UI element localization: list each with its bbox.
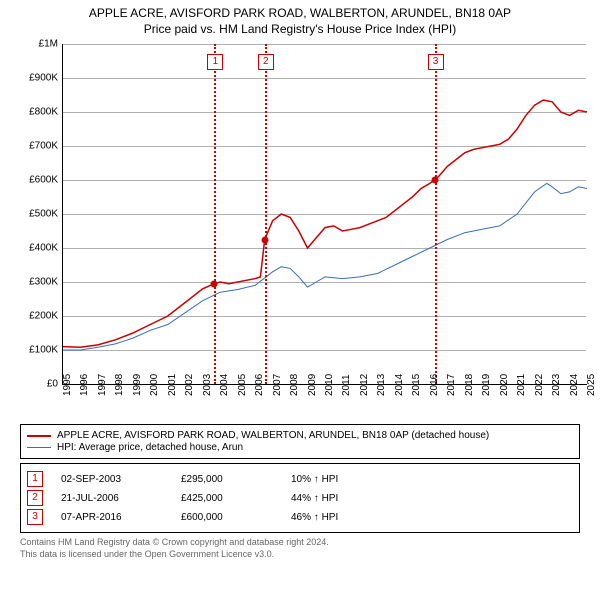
x-tick-label: 2024 xyxy=(569,374,580,396)
marker-vline xyxy=(214,44,216,384)
series-property xyxy=(63,100,587,347)
legend-row: HPI: Average price, detached house, Arun xyxy=(27,442,573,453)
footer-line-1: Contains HM Land Registry data © Crown c… xyxy=(20,537,580,549)
y-tick-label: £600K xyxy=(29,175,58,186)
sale-delta: 10% ↑ HPI xyxy=(291,474,338,485)
legend-text: APPLE ACRE, AVISFORD PARK ROAD, WALBERTO… xyxy=(57,430,489,441)
x-tick-label: 2012 xyxy=(359,374,370,396)
sale-index-box: 1 xyxy=(27,471,43,487)
x-tick-label: 2003 xyxy=(202,374,213,396)
y-tick-label: £200K xyxy=(29,311,58,322)
sale-index-box: 2 xyxy=(27,490,43,506)
x-tick-label: 2017 xyxy=(446,374,457,396)
footer-line-2: This data is licensed under the Open Gov… xyxy=(20,549,580,561)
y-tick-label: £100K xyxy=(29,345,58,356)
marker-label-box: 3 xyxy=(428,54,444,70)
marker-point xyxy=(431,177,438,184)
x-tick-label: 2019 xyxy=(481,374,492,396)
chart-container: APPLE ACRE, AVISFORD PARK ROAD, WALBERTO… xyxy=(0,0,600,590)
x-tick-label: 2022 xyxy=(534,374,545,396)
sale-delta: 46% ↑ HPI xyxy=(291,512,338,523)
marker-vline xyxy=(265,44,267,384)
marker-point xyxy=(261,236,268,243)
y-tick-label: £400K xyxy=(29,243,58,254)
x-tick-label: 2020 xyxy=(499,374,510,396)
x-tick-label: 2023 xyxy=(551,374,562,396)
marker-label-box: 2 xyxy=(258,54,274,70)
marker-vline xyxy=(435,44,437,384)
legend-row: APPLE ACRE, AVISFORD PARK ROAD, WALBERTO… xyxy=(27,430,573,441)
x-tick-label: 1996 xyxy=(79,374,90,396)
sale-price: £600,000 xyxy=(181,512,291,523)
title-block: APPLE ACRE, AVISFORD PARK ROAD, WALBERTO… xyxy=(0,0,600,38)
x-tick-label: 2015 xyxy=(411,374,422,396)
chart-title: APPLE ACRE, AVISFORD PARK ROAD, WALBERTO… xyxy=(10,6,590,20)
x-tick-label: 1997 xyxy=(97,374,108,396)
x-tick-label: 1999 xyxy=(132,374,143,396)
x-tick-label: 2004 xyxy=(219,374,230,396)
x-tick-label: 2013 xyxy=(376,374,387,396)
legend: APPLE ACRE, AVISFORD PARK ROAD, WALBERTO… xyxy=(20,424,580,459)
y-tick-label: £300K xyxy=(29,277,58,288)
footer-attribution: Contains HM Land Registry data © Crown c… xyxy=(20,537,580,560)
sale-row: 2 21-JUL-2006£425,00044% ↑ HPI xyxy=(27,490,573,506)
x-tick-label: 2021 xyxy=(516,374,527,396)
x-tick-label: 2009 xyxy=(307,374,318,396)
legend-text: HPI: Average price, detached house, Arun xyxy=(57,442,243,453)
legend-swatch xyxy=(27,447,51,448)
chart-subtitle: Price paid vs. HM Land Registry's House … xyxy=(10,22,590,36)
x-tick-label: 2016 xyxy=(429,374,440,396)
x-tick-label: 2002 xyxy=(184,374,195,396)
marker-label-box: 1 xyxy=(207,54,223,70)
line-series-svg xyxy=(63,44,587,384)
x-tick-label: 2008 xyxy=(289,374,300,396)
legend-swatch xyxy=(27,435,51,437)
x-tick-label: 2006 xyxy=(254,374,265,396)
sales-table: 1 02-SEP-2003£295,00010% ↑ HPI 2 21-JUL-200… xyxy=(20,463,580,533)
x-tick-label: 2000 xyxy=(149,374,160,396)
sale-price: £295,000 xyxy=(181,474,291,485)
y-tick-label: £800K xyxy=(29,107,58,118)
sale-date: 07-APR-2016 xyxy=(61,512,181,523)
x-tick-label: 2018 xyxy=(464,374,475,396)
y-tick-label: £500K xyxy=(29,209,58,220)
sale-row: 1 02-SEP-2003£295,00010% ↑ HPI xyxy=(27,471,573,487)
plot-region: 1 2 3 xyxy=(62,44,587,385)
y-tick-label: £700K xyxy=(29,141,58,152)
chart-area: £0 £100K £200K £300K £400K £500K £600K £700K £80… xyxy=(30,44,590,414)
y-tick-label: £900K xyxy=(29,73,58,84)
sale-price: £425,000 xyxy=(181,493,291,504)
x-tick-label: 2014 xyxy=(394,374,405,396)
sale-index-box: 3 xyxy=(27,509,43,525)
x-tick-label: 2010 xyxy=(324,374,335,396)
x-tick-label: 1995 xyxy=(62,374,73,396)
marker-point xyxy=(211,280,218,287)
sale-date: 02-SEP-2003 xyxy=(61,474,181,485)
sale-delta: 44% ↑ HPI xyxy=(291,493,338,504)
series-hpi xyxy=(63,183,587,350)
x-tick-label: 2001 xyxy=(167,374,178,396)
x-tick-label: 1998 xyxy=(114,374,125,396)
x-tick-label: 2011 xyxy=(341,374,352,396)
x-tick-label: 2007 xyxy=(272,374,283,396)
sale-row: 3 07-APR-2016£600,00046% ↑ HPI xyxy=(27,509,573,525)
x-tick-label: 2005 xyxy=(237,374,248,396)
x-tick-label: 2025 xyxy=(586,374,597,396)
y-tick-label: £0 xyxy=(47,379,58,390)
y-tick-label: £1M xyxy=(39,39,58,50)
sale-date: 21-JUL-2006 xyxy=(61,493,181,504)
